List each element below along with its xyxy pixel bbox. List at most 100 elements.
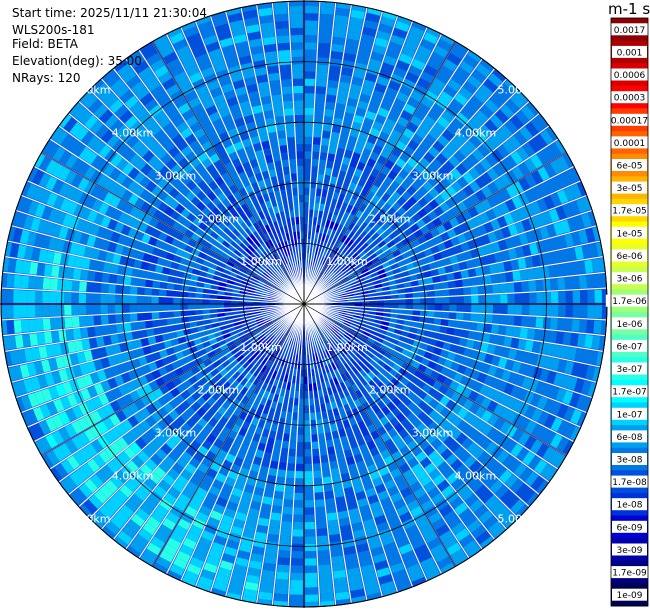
ppi-cell <box>284 499 293 507</box>
ppi-cell <box>305 71 315 79</box>
ppi-cell <box>292 64 303 72</box>
ppi-cell <box>146 271 154 279</box>
ppi-cell <box>556 332 565 344</box>
ppi-cell <box>295 108 304 115</box>
ppi-cell <box>534 329 543 340</box>
ppi-cell <box>138 321 146 329</box>
ppi-cell <box>304 188 309 195</box>
ppi-cell <box>280 536 291 544</box>
ppi-cell <box>50 305 58 316</box>
ppi-cell <box>331 548 343 557</box>
ppi-cell <box>320 14 333 22</box>
ppi-cell <box>297 159 303 166</box>
ppi-cell <box>305 449 312 456</box>
ppi-cell <box>202 299 209 304</box>
ppi-cell <box>305 522 315 530</box>
ppi-cell <box>305 13 318 21</box>
ppi-cell <box>313 463 321 471</box>
ppi-cell <box>266 541 278 550</box>
ppi-cell <box>137 313 145 321</box>
ppi-cell <box>485 314 493 323</box>
ppi-cell <box>159 305 166 311</box>
ppi-cell <box>289 152 296 160</box>
ppi-cell <box>391 304 398 308</box>
ppi-cell <box>305 471 313 478</box>
ppi-cell <box>305 435 311 443</box>
ppi-cell <box>296 144 303 152</box>
ppi-cell <box>274 491 283 499</box>
ppi-cell <box>305 50 316 58</box>
ppi-cell <box>122 295 130 303</box>
ppi-cell <box>86 316 94 326</box>
ppi-cell <box>80 270 89 281</box>
ppi-cell <box>291 28 303 36</box>
ppi-cell <box>316 79 326 87</box>
ppi-cell <box>305 57 316 65</box>
ppi-cell <box>291 173 297 181</box>
ppi-cell <box>304 384 308 391</box>
ppi-cell <box>305 180 311 187</box>
ppi-cell <box>276 28 289 36</box>
ppi-cell <box>315 499 324 507</box>
ppi-cell <box>291 42 303 50</box>
ppi-cell <box>312 159 319 167</box>
ppi-cell <box>325 498 335 506</box>
ppi-cell <box>290 6 303 14</box>
ppi-cell <box>595 305 603 318</box>
ppi-cell <box>279 138 287 146</box>
ppi-cell <box>65 329 74 340</box>
ppi-cell <box>320 152 328 160</box>
ppi-cell <box>188 292 196 298</box>
ppi-cell <box>115 285 123 294</box>
ppi-cell <box>318 43 330 51</box>
ppi-cell <box>276 477 285 485</box>
ppi-cell <box>300 217 304 224</box>
ppi-cell <box>529 305 537 315</box>
ppi-cell <box>332 556 344 565</box>
ppi-cell <box>43 278 51 290</box>
ppi-cell <box>285 485 294 493</box>
ppi-cell <box>279 543 290 551</box>
ppi-cell <box>305 464 313 472</box>
ppi-cell <box>14 320 22 333</box>
ppi-cell <box>442 312 450 319</box>
ppi-cell <box>108 305 115 314</box>
ppi-cell <box>151 305 158 312</box>
ppi-cell <box>326 94 336 102</box>
ppi-cell <box>305 544 316 552</box>
ppi-cell <box>321 455 329 463</box>
ppi-cell <box>420 311 428 317</box>
ppi-cell <box>313 456 321 464</box>
ppi-cell <box>291 427 297 435</box>
ppi-cell <box>321 601 335 609</box>
ppi-cell <box>461 330 470 338</box>
ppi-cell <box>270 80 281 89</box>
ppi-cell <box>293 79 303 87</box>
ppi-cell <box>44 332 53 344</box>
ppi-cell <box>277 469 286 477</box>
ppi-cell <box>167 283 175 290</box>
ppi-cell <box>277 35 289 43</box>
ppi-cell <box>180 298 187 304</box>
ppi-cell <box>305 442 311 449</box>
ppi-cell <box>316 507 326 515</box>
ppi-cell <box>195 310 203 315</box>
ppi-cell <box>132 268 141 277</box>
ppi-cell <box>109 274 117 283</box>
ppi-cell <box>319 35 331 43</box>
ppi-cell <box>21 320 29 333</box>
ppi-cell <box>144 288 152 296</box>
ppi-cell <box>449 305 456 312</box>
ppi-cell <box>310 405 315 413</box>
ppi-cell <box>284 108 293 116</box>
ppi-cell <box>282 159 289 167</box>
ppi-cell <box>427 311 435 317</box>
ppi-cell <box>299 195 304 202</box>
ppi-cell <box>20 290 28 303</box>
ppi-cell <box>101 284 109 293</box>
ppi-cell <box>290 595 303 603</box>
ppi-cell <box>28 319 36 332</box>
ppi-cell <box>305 64 316 72</box>
ppi-cell <box>468 331 477 340</box>
